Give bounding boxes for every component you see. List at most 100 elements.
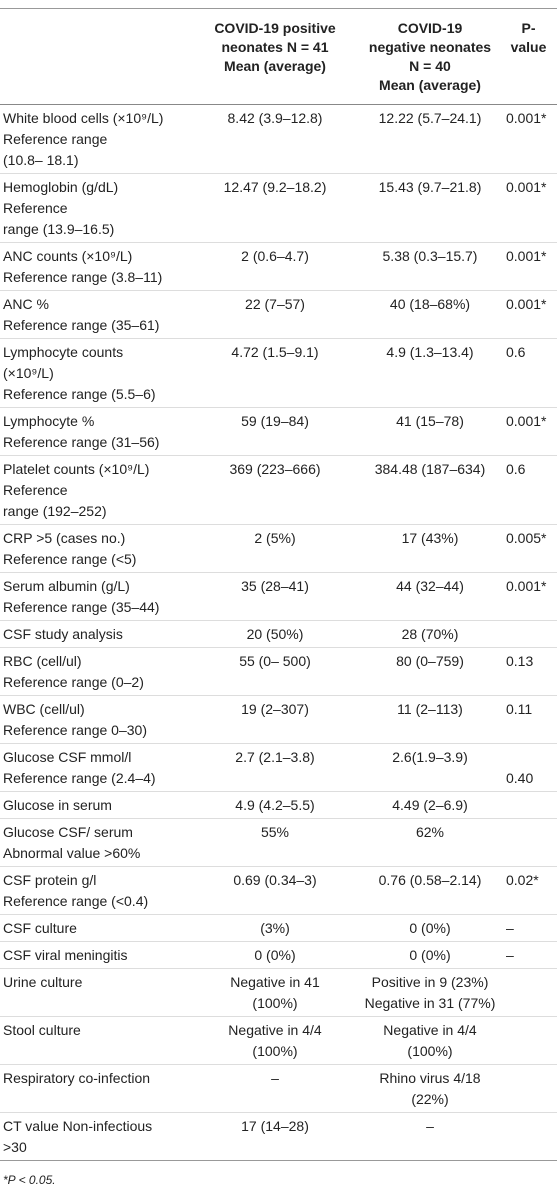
- table-cell: Platelet counts (×10⁹/L) Reference range (…: [0, 456, 190, 525]
- cell-line: Rhino virus 4/18: [379, 1070, 481, 1086]
- cell-line: 0.76 (0.58–2.14): [378, 872, 482, 888]
- table-cell: [500, 819, 557, 867]
- cell-line: 59 (19–84): [241, 413, 309, 429]
- cell-line: 55 (0– 500): [239, 653, 311, 669]
- cell-line: (100%): [252, 1043, 298, 1059]
- cell-line: Reference: [3, 482, 68, 498]
- table-cell: 0.001*: [500, 243, 557, 291]
- cell-line: 40 (18–68%): [389, 296, 471, 312]
- cell-line: 0.02*: [506, 872, 539, 888]
- table-cell: 0.001*: [500, 291, 557, 339]
- table-cell: 4.9 (1.3–13.4): [360, 339, 500, 408]
- table-cell: 2 (0.6–4.7): [190, 243, 360, 291]
- cell-line: 0.005*: [506, 530, 547, 546]
- table-cell: Negative in 41 (100%): [190, 969, 360, 1017]
- table-row: RBC (cell/ul) Reference range (0–2) 55 (0–…: [0, 648, 557, 696]
- cell-line: COVID-19: [397, 20, 463, 36]
- table-body: White blood cells (×10⁹/L) Reference rang…: [0, 105, 557, 1161]
- cell-line: Reference range (31–56): [3, 434, 160, 450]
- cell-line: 4.9 (4.2–5.5): [235, 797, 315, 813]
- table-row: Stool culture Negative in 4/4 (100%) Negati…: [0, 1017, 557, 1065]
- table-cell: Rhino virus 4/18 (22%): [360, 1065, 500, 1113]
- table-cell: 80 (0–759): [360, 648, 500, 696]
- table-row: CSF protein g/l Reference range (<0.4) 0.6…: [0, 867, 557, 915]
- cell-line: Glucose CSF/ serum: [3, 824, 133, 840]
- cell-line: RBC (cell/ul): [3, 653, 82, 669]
- cell-line: Reference range (<5): [3, 551, 137, 567]
- table-cell: Hemoglobin (g/dL) Reference range (13.9–16…: [0, 174, 190, 243]
- cell-line: 8.42 (3.9–12.8): [227, 110, 323, 126]
- cell-line: 0.6: [506, 344, 526, 360]
- table-cell: 0.6: [500, 339, 557, 408]
- cell-line: –: [506, 920, 514, 936]
- cell-line: Hemoglobin (g/dL): [3, 179, 119, 195]
- cell-line: (3%): [260, 920, 290, 936]
- header-cell: COVID-19 negative neonates N = 40 Mean (ave…: [360, 9, 500, 105]
- cell-line: 2 (0.6–4.7): [241, 248, 309, 264]
- cell-line: CRP >5 (cases no.): [3, 530, 126, 546]
- cell-line: 384.48 (187–634): [374, 461, 486, 477]
- table-cell: 4.49 (2–6.9): [360, 792, 500, 819]
- cell-line: 41 (15–78): [396, 413, 464, 429]
- cell-line: Lymphocyte %: [3, 413, 95, 429]
- cell-line: P-value: [510, 20, 547, 55]
- cell-line: >30: [3, 1139, 27, 1155]
- table-cell: 12.47 (9.2–18.2): [190, 174, 360, 243]
- page: COVID-19 positive neonates N = 41 Mean (av…: [0, 8, 557, 1201]
- cell-line: Reference range (35–44): [3, 599, 160, 615]
- table-row: Glucose in serum 4.9 (4.2–5.5) 4.49 (2–6.9…: [0, 792, 557, 819]
- cell-line: Negative in 4/4: [383, 1022, 477, 1038]
- table-cell: 8.42 (3.9–12.8): [190, 105, 360, 174]
- cell-line: Mean (average): [379, 77, 481, 93]
- cell-line: 369 (223–666): [229, 461, 321, 477]
- footnote: *P < 0.05.: [3, 1173, 56, 1187]
- table-cell: 0 (0%): [360, 915, 500, 942]
- table-cell: 4.9 (4.2–5.5): [190, 792, 360, 819]
- cell-line: (100%): [252, 995, 298, 1011]
- cell-line: White blood cells (×10⁹/L): [3, 110, 164, 126]
- cell-line: 0.001*: [506, 110, 547, 126]
- table-cell: 11 (2–113): [360, 696, 500, 744]
- cell-line: 80 (0–759): [396, 653, 464, 669]
- data-table: COVID-19 positive neonates N = 41 Mean (av…: [0, 8, 557, 1161]
- table-cell: 0.001*: [500, 408, 557, 456]
- cell-line: (22%): [411, 1091, 449, 1107]
- cell-line: Mean (average): [224, 58, 326, 74]
- table-cell: 0 (0%): [190, 942, 360, 969]
- cell-line: 20 (50%): [246, 626, 304, 642]
- table-cell: 59 (19–84): [190, 408, 360, 456]
- table-cell: 62%: [360, 819, 500, 867]
- table-cell: 35 (28–41): [190, 573, 360, 621]
- table-row: ANC counts (×10⁹/L) Reference range (3.8–…: [0, 243, 557, 291]
- cell-line: Reference range (0–2): [3, 674, 144, 690]
- cell-line: –: [426, 1118, 434, 1134]
- table-cell: CRP >5 (cases no.) Reference range (<5): [0, 525, 190, 573]
- table-cell: [500, 1065, 557, 1113]
- cell-line: Serum albumin (g/L): [3, 578, 130, 594]
- cell-line: neonates N = 41: [221, 39, 329, 55]
- table-cell: 0.40: [500, 744, 557, 792]
- cell-line: (100%): [407, 1043, 453, 1059]
- cell-line: 2.6(1.9–3.9): [392, 749, 468, 765]
- table-cell: 55 (0– 500): [190, 648, 360, 696]
- cell-line: ANC counts (×10⁹/L): [3, 248, 133, 264]
- table-cell: 0.005*: [500, 525, 557, 573]
- table-cell: 2.7 (2.1–3.8): [190, 744, 360, 792]
- table-cell: 40 (18–68%): [360, 291, 500, 339]
- table-cell: 369 (223–666): [190, 456, 360, 525]
- cell-line: Reference range (35–61): [3, 317, 160, 333]
- cell-line: 0 (0%): [254, 947, 296, 963]
- cell-line: Reference range (2.4–4): [3, 770, 156, 786]
- table-cell: CSF protein g/l Reference range (<0.4): [0, 867, 190, 915]
- cell-line: Reference range (5.5–6): [3, 386, 156, 402]
- table-cell: 2.6(1.9–3.9): [360, 744, 500, 792]
- cell-line: 22 (7–57): [245, 296, 305, 312]
- table-cell: 384.48 (187–634): [360, 456, 500, 525]
- table-row: White blood cells (×10⁹/L) Reference rang…: [0, 105, 557, 174]
- cell-line: 2 (5%): [254, 530, 296, 546]
- table-cell: WBC (cell/ul) Reference range 0–30): [0, 696, 190, 744]
- header-cell: P-value: [500, 9, 557, 105]
- table-cell: Lymphocyte counts (×10⁹/L) Reference range…: [0, 339, 190, 408]
- cell-line: 0.69 (0.34–3): [233, 872, 317, 888]
- table-cell: –: [360, 1113, 500, 1161]
